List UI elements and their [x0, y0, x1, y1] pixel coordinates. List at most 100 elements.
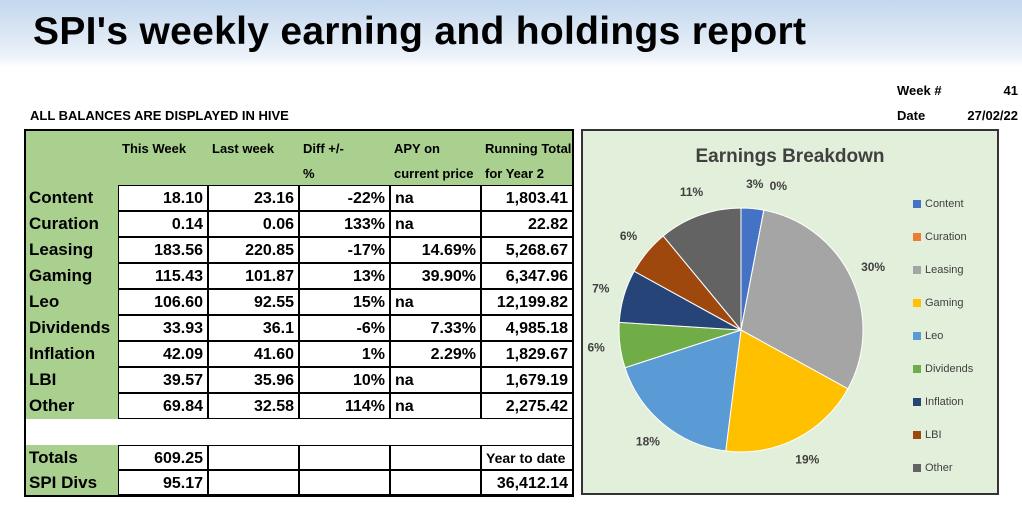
row-label: Gaming — [25, 263, 118, 289]
table-cell: na — [390, 289, 481, 315]
slice-label: 6% — [620, 229, 638, 243]
column-header: for Year 2 — [485, 166, 545, 181]
empty-cell — [208, 445, 299, 470]
chart-title: Earnings Breakdown — [696, 146, 885, 167]
row-label: Inflation — [25, 341, 118, 367]
table-cell: 10% — [299, 367, 390, 393]
table-cell: 14.69% — [390, 237, 481, 263]
legend-swatch — [913, 365, 921, 373]
row-label: Content — [25, 185, 118, 211]
slice-label: 19% — [795, 452, 819, 466]
slice-label: 6% — [587, 340, 605, 354]
table-frame — [24, 129, 574, 497]
table-cell: 33.93 — [118, 315, 208, 341]
table-cell: na — [390, 367, 481, 393]
empty-cell — [299, 445, 390, 470]
row-label: LBI — [25, 367, 118, 393]
slice-label: 0% — [770, 179, 788, 193]
row-label: Curation — [25, 211, 118, 237]
table-cell: 0.14 — [118, 211, 208, 237]
pie-chart: Earnings Breakdown 3% 0% 30% 19% 18% 6% 7% 6% 11… — [581, 129, 999, 495]
table-cell: 42.09 — [118, 341, 208, 367]
pie-slice — [624, 329, 742, 452]
table-cell: 36.1 — [208, 315, 299, 341]
table-cell: 35.96 — [208, 367, 299, 393]
table-cell: 1% — [299, 341, 390, 367]
row-label: Other — [25, 393, 118, 419]
table-cell: 115.43 — [118, 263, 208, 289]
date-value: 27/02/22 — [967, 108, 1018, 123]
row-label: Leasing — [25, 237, 118, 263]
column-header: Diff +/- — [303, 141, 344, 156]
legend-label: Leo — [925, 330, 943, 342]
week-label: Week # — [897, 83, 942, 98]
table-cell: 92.55 — [208, 289, 299, 315]
column-header: % — [303, 166, 315, 181]
legend-swatch — [913, 464, 921, 472]
row-label: Dividends — [25, 315, 118, 341]
row-label: Totals — [25, 445, 118, 470]
report-title: SPI's weekly earning and holdings report — [33, 10, 807, 53]
table-cell: 69.84 — [118, 393, 208, 419]
table-cell: 133% — [299, 211, 390, 237]
table-cell: 2.29% — [390, 341, 481, 367]
legend-label: Dividends — [925, 363, 974, 375]
pie-slice — [725, 329, 849, 453]
row-label: SPI Divs — [25, 470, 118, 495]
table-cell: 23.16 — [208, 185, 299, 211]
empty-cell — [208, 470, 299, 495]
legend-swatch — [913, 332, 921, 340]
slice-label: 11% — [680, 185, 704, 199]
legend-swatch — [913, 233, 921, 241]
legend-swatch — [913, 200, 921, 208]
table-cell: 114% — [299, 393, 390, 419]
column-header: current price — [394, 166, 474, 181]
header-bg — [25, 130, 573, 185]
week-value: 41 — [1003, 83, 1018, 98]
legend-label: Other — [925, 462, 953, 474]
table-cell: 39.90% — [390, 263, 481, 289]
empty-cell — [390, 445, 481, 470]
table-cell: 7.33% — [390, 315, 481, 341]
row-label: Leo — [25, 289, 118, 315]
pie-slice — [740, 209, 864, 390]
table-cell: -6% — [299, 315, 390, 341]
slice-label: 18% — [636, 435, 660, 449]
table-cell: 39.57 — [118, 367, 208, 393]
table-cell: -17% — [299, 237, 390, 263]
legend-label: Inflation — [925, 396, 964, 408]
column-header: Last week — [212, 141, 275, 156]
slice-label: 7% — [592, 281, 610, 295]
slice-label: 30% — [861, 260, 885, 274]
slice-label: 3% — [746, 177, 764, 191]
column-header: Running Total — [485, 141, 572, 156]
table-cell: 95.17 — [118, 470, 208, 495]
legend-label: Curation — [925, 231, 967, 243]
legend-label: LBI — [925, 429, 942, 441]
legend-label: Content — [925, 198, 964, 210]
pie-slice — [662, 207, 742, 332]
column-header: This Week — [122, 141, 187, 156]
legend-swatch — [913, 431, 921, 439]
balance-note: ALL BALANCES ARE DISPLAYED IN HIVE — [30, 108, 289, 123]
legend-label: Leasing — [925, 264, 964, 276]
date-label: Date — [897, 108, 926, 123]
table-cell: 220.85 — [208, 237, 299, 263]
table-cell: na — [390, 211, 481, 237]
empty-cell — [390, 470, 481, 495]
legend-swatch — [913, 299, 921, 307]
legend-swatch — [913, 398, 921, 406]
legend-label: Gaming — [925, 297, 964, 309]
column-header: APY on — [394, 141, 440, 156]
table-cell: 183.56 — [118, 237, 208, 263]
table-cell: na — [390, 393, 481, 419]
table-cell: 0.06 — [208, 211, 299, 237]
legend-swatch — [913, 266, 921, 274]
table-cell: 32.58 — [208, 393, 299, 419]
table-cell: -22% — [299, 185, 390, 211]
table-cell: 41.60 — [208, 341, 299, 367]
table-cell: 18.10 — [118, 185, 208, 211]
table-cell: 13% — [299, 263, 390, 289]
empty-cell — [299, 470, 390, 495]
